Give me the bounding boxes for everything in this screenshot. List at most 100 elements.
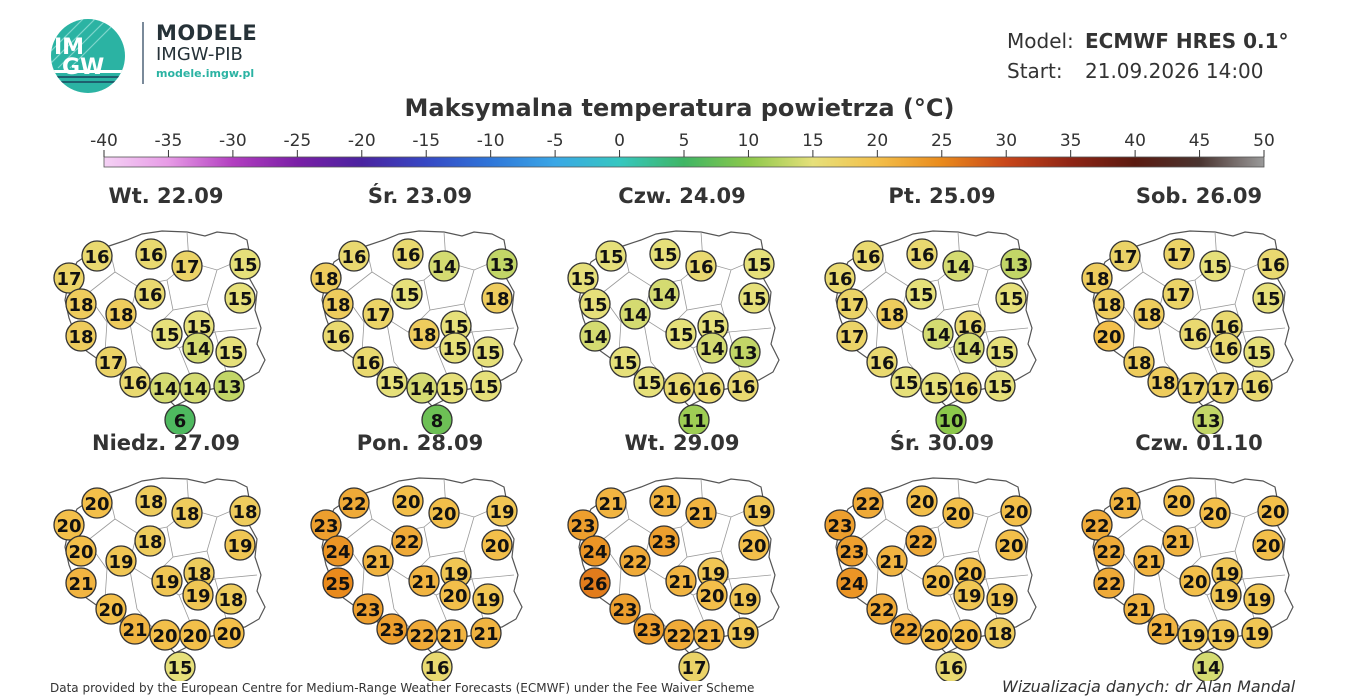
logo-text-bottom: GW [62,55,104,80]
temperature-marker: 20 [392,485,424,517]
temperature-circle [685,497,717,529]
temperature-marker: 20 [922,565,954,597]
temperature-value: 15 [746,255,771,276]
temperature-value: 24 [325,542,350,563]
temperature-marker: 17 [53,262,85,294]
temperature-circle [338,487,370,519]
temperature-marker: 15 [151,318,183,350]
temperature-circle [890,366,922,398]
temperature-circle [995,529,1027,561]
temperature-value: 18 [174,504,199,525]
temperature-marker: 21 [65,567,97,599]
temperature-marker: 18 [322,288,354,320]
temperature-marker: 18 [408,318,440,350]
temperature-value: 20 [1003,502,1028,523]
temperature-marker: 14 [579,320,611,352]
temperature-circle [135,485,167,517]
temperature-marker: 23 [824,509,856,541]
temperature-circle [609,593,641,625]
temperature-value: 15 [394,285,419,306]
temperature-value: 16 [424,658,449,679]
temperature-circle [352,346,384,378]
day-label: Czw. 24.09 [618,184,746,208]
temperature-circle [65,320,97,352]
temperature-marker: 19 [1177,619,1209,651]
temperature-circle [685,250,717,282]
temperature-circle [1257,248,1289,280]
scale-tick-label: 30 [995,131,1017,151]
temperature-marker: 22 [338,487,370,519]
temperature-marker: 19 [472,583,504,615]
temperature-value: 23 [651,532,676,553]
temperature-value: 16 [938,658,963,679]
temperature-circle [134,278,166,310]
temperature-circle [391,278,423,310]
temperature-marker: 19 [1211,557,1243,589]
temperature-marker: 15 [738,282,770,314]
temperature-marker: 22 [619,545,651,577]
temperature-circle [1207,372,1239,404]
temperature-marker: 17 [362,298,394,330]
temperature-circle [824,262,856,294]
temperature-circle [986,583,1018,615]
temperature-marker: 15 [986,336,1018,368]
temperature-value: 20 [1182,572,1207,593]
temperature-marker: 21 [1133,545,1165,577]
temperature-value: 11 [681,411,706,432]
temperature-circle [950,619,982,651]
temperature-circle [836,567,868,599]
temperature-value: 18 [987,624,1012,645]
day-label: Pon. 28.09 [356,431,484,455]
temperature-circle [428,497,460,529]
temperature-value: 16 [696,379,721,400]
temperature-marker: 16 [866,346,898,378]
scale-tick-label: 35 [1060,131,1082,151]
temperature-circle [579,535,611,567]
temperature-value: 20 [1096,327,1121,348]
temperature-value: 16 [325,327,350,348]
temperature-value: 10 [938,411,963,432]
temperature-circle [1133,545,1165,577]
temperature-marker: 20 [428,497,460,529]
temperature-marker: 19 [953,579,985,611]
temperature-marker: 20 [53,509,85,541]
temperature-value: 16 [869,353,894,374]
map-title: Maksymalna temperatura powietrza (°C) [404,94,955,122]
temperature-marker: 23 [352,593,384,625]
temperature-marker: 16 [663,372,695,404]
temperature-marker: 24 [579,535,611,567]
temperature-value: 15 [186,317,211,338]
temperature-marker: 18 [229,495,261,527]
temperature-circle [391,525,423,557]
temperature-marker: 15 [920,372,952,404]
temperature-value: 15 [668,325,693,346]
temperature-value: 15 [908,285,933,306]
temperature-circle [665,565,697,597]
temperature-circle [648,278,680,310]
temperature-circle [352,593,384,625]
temperature-value: 21 [688,504,713,525]
temperature-circle [486,495,518,527]
temperature-marker: 14 [953,332,985,364]
temperature-marker: 20 [1257,495,1289,527]
temperature-marker: 20 [179,619,211,651]
temperature-value: 14 [409,379,434,400]
temperature-circle [922,318,954,350]
temperature-value: 15 [154,325,179,346]
temperature-value: 19 [1214,564,1239,585]
temperature-marker: 24 [322,535,354,567]
temperature-value: 16 [730,377,755,398]
temperature-marker: 13 [729,336,761,368]
temperature-circle [836,320,868,352]
temperature-value: 16 [84,247,109,268]
brand-url[interactable]: modele.imgw.pl [156,67,255,80]
temperature-circle [1162,525,1194,557]
temperature-marker: 18 [65,320,97,352]
temperature-circle [1093,320,1125,352]
temperature-circle [1133,298,1165,330]
temperature-marker: 20 [950,619,982,651]
temperature-marker: 16 [1211,310,1243,342]
temperature-value: 19 [443,564,468,585]
